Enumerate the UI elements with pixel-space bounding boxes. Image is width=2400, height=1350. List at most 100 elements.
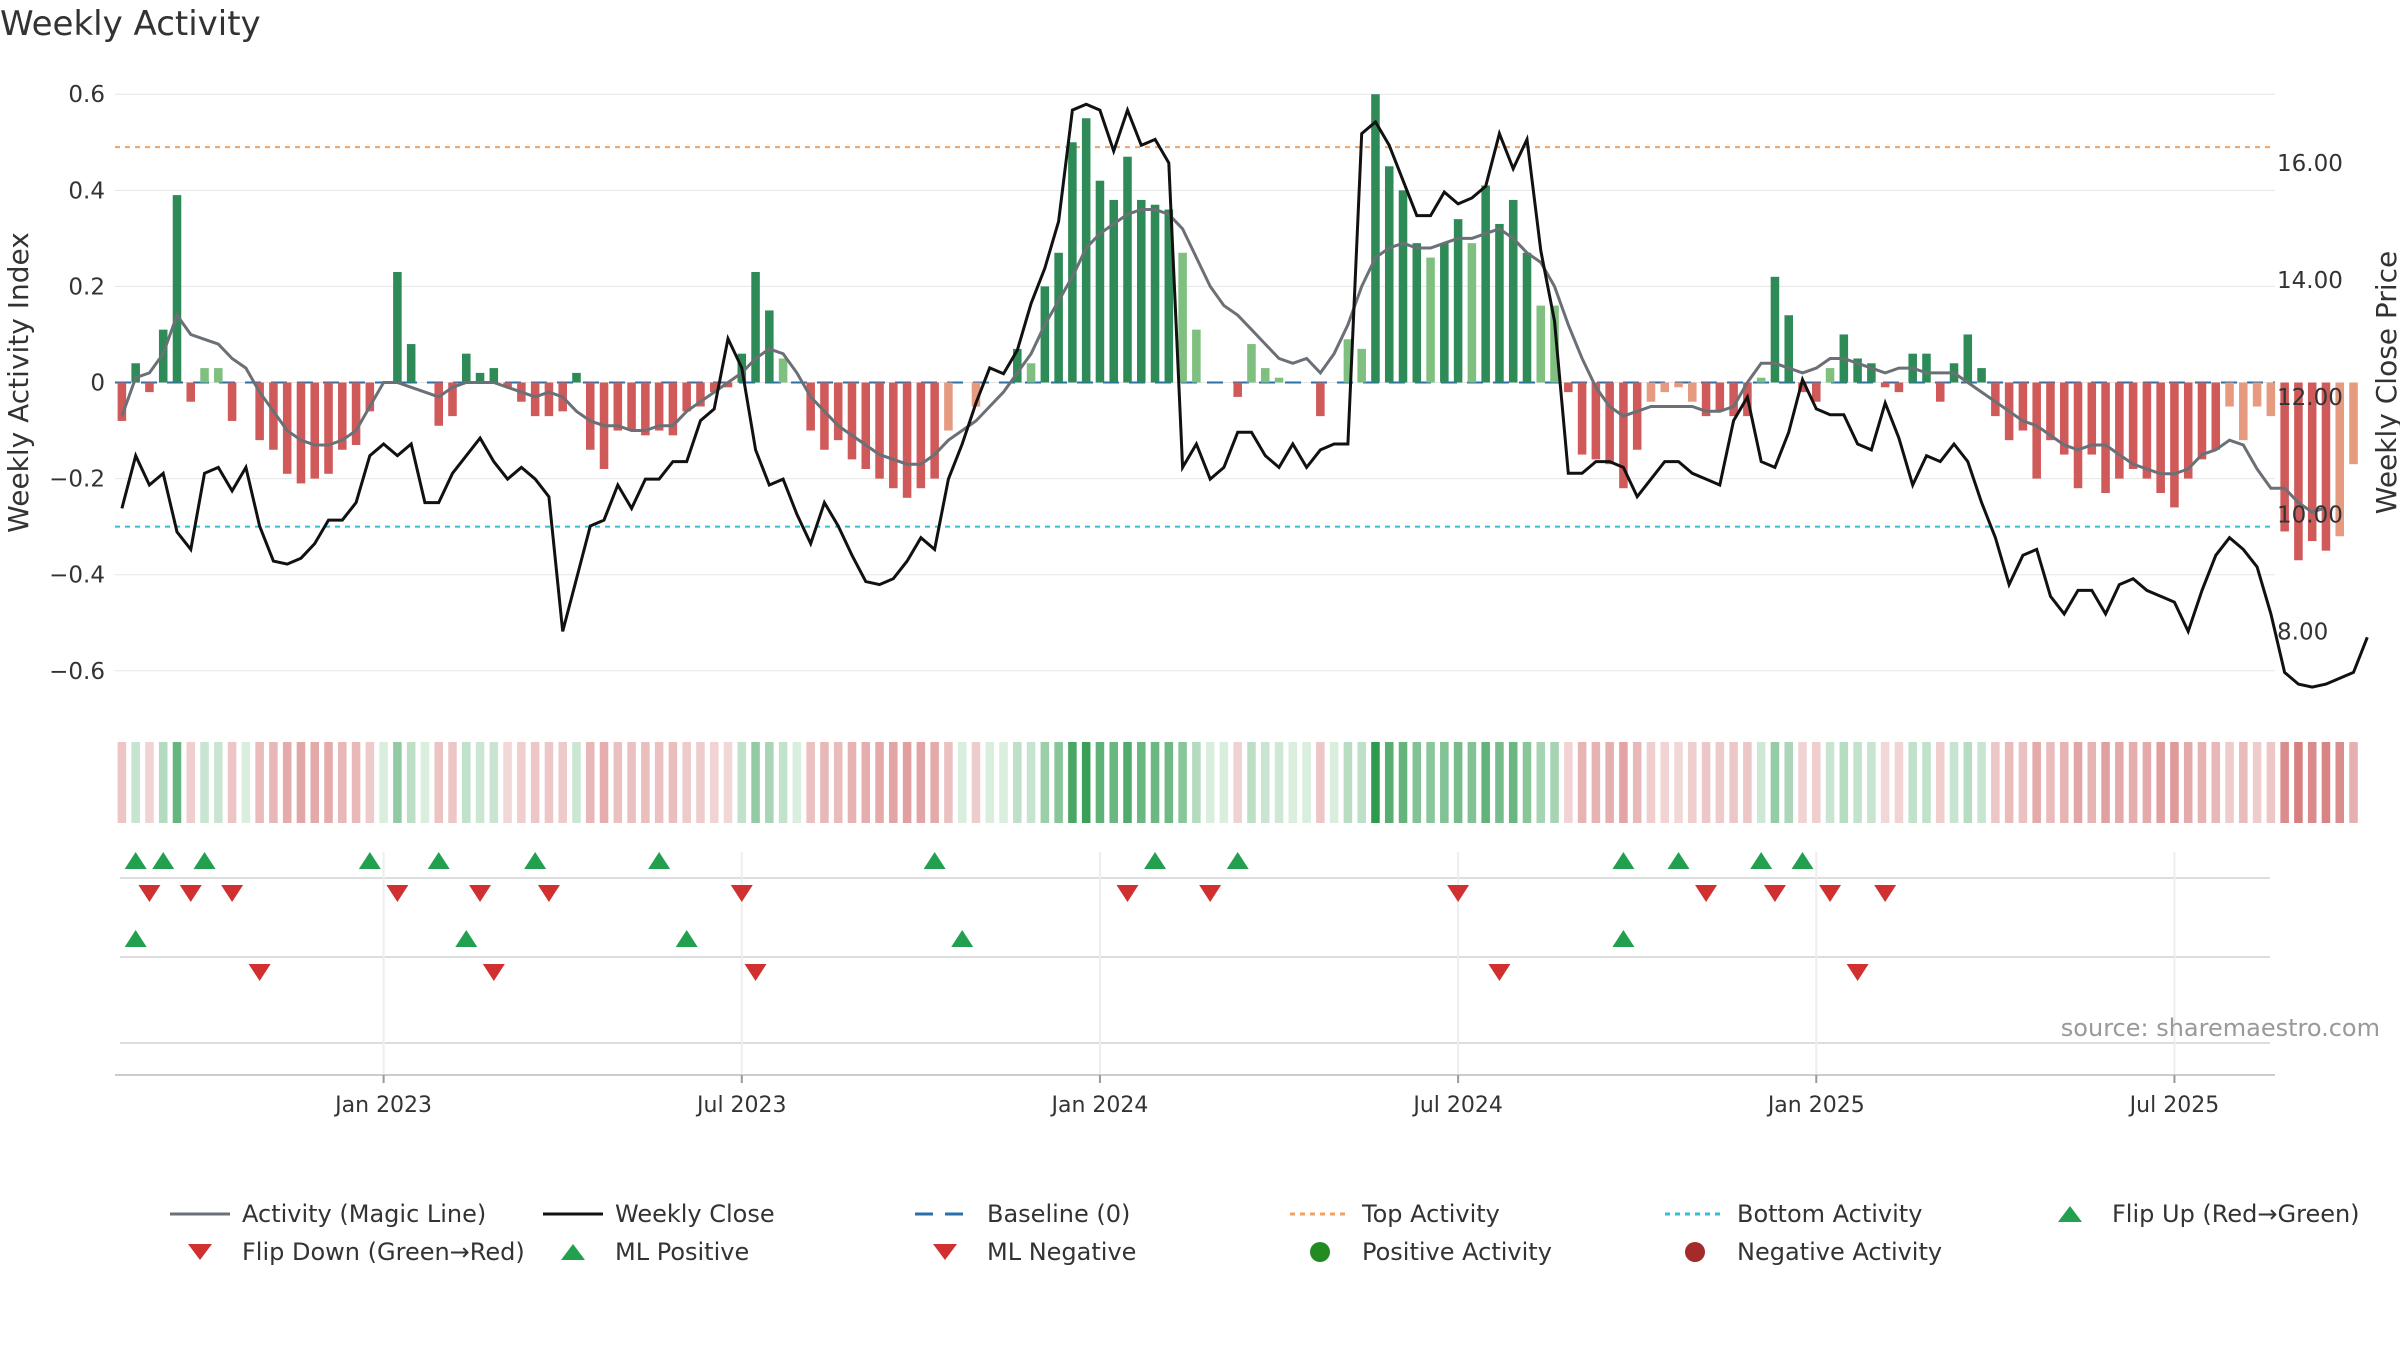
activity-bar (627, 382, 636, 431)
activity-bar (1095, 180, 1105, 383)
activity-bar (489, 368, 499, 383)
activity-bar (613, 382, 623, 431)
strip-cell (599, 742, 609, 823)
strip-cell (2032, 742, 2041, 823)
activity-bar (2252, 382, 2262, 407)
strip-cell (1219, 742, 1229, 823)
activity-bar (1426, 257, 1435, 383)
activity-bar (1412, 243, 1422, 383)
activity-bar (2239, 382, 2248, 441)
activity-bar (1123, 156, 1132, 383)
triangle-down-marker (179, 885, 202, 902)
strip-cell (1481, 742, 1490, 823)
strip-cell (1453, 742, 1463, 823)
heat-strip (117, 742, 2358, 823)
strip-cell (2335, 742, 2345, 823)
baseline-swatch-icon (915, 1212, 975, 1216)
y-tick-label: −0.4 (49, 563, 105, 589)
strip-cell (627, 742, 636, 823)
activity-bar (1150, 204, 1160, 383)
triangle-down-marker (248, 964, 271, 981)
legend-item-magic-line: Activity (Magic Line) (170, 1200, 486, 1228)
activity-bar (572, 372, 581, 383)
strip-cell (475, 742, 485, 823)
strip-cell (1715, 742, 1725, 823)
triangle-down-marker (744, 964, 767, 981)
strip-cell (558, 742, 567, 823)
activity-bar (1825, 368, 1835, 383)
strip-cell (1357, 742, 1366, 823)
strip-cell (1729, 742, 1738, 823)
activity-bar (1674, 382, 1683, 388)
strip-cell (1977, 742, 1986, 823)
activity-bar (186, 382, 196, 402)
strip-cell (1756, 742, 1766, 823)
activity-bar (709, 382, 719, 393)
triangle-down-marker (1488, 964, 1511, 981)
y-tick-label: 0.4 (68, 178, 105, 204)
y2-tick-label: 12.00 (2277, 385, 2343, 411)
strip-cell (1440, 742, 1449, 823)
strip-cell (1949, 742, 1959, 823)
strip-cell (682, 742, 691, 823)
legend-label: Flip Up (Red→Green) (2112, 1200, 2360, 1228)
activity-bar (1977, 368, 1986, 383)
activity-bar (1660, 382, 1670, 393)
triangle-down-marker (1763, 885, 1786, 902)
activity-bar (902, 382, 912, 498)
triangle-up-marker (1667, 852, 1690, 869)
activity-bar (214, 368, 223, 383)
strip-cell (1178, 742, 1187, 823)
activity-bar (2349, 382, 2358, 465)
x-tick-label: Jan 2025 (1766, 1093, 1865, 1118)
strip-cell (1192, 742, 1201, 823)
strip-cell (406, 742, 416, 823)
activity-bar (1522, 252, 1532, 383)
activity-bar (2294, 382, 2303, 561)
activity-bar (1770, 276, 1780, 383)
strip-cell (1550, 742, 1559, 823)
strip-cell (1743, 742, 1752, 823)
legend-item-baseline: Baseline (0) (915, 1200, 1130, 1228)
strip-cell (1343, 742, 1353, 823)
legend-item-ml-negative: ML Negative (915, 1238, 1136, 1266)
activity-bar (2197, 382, 2207, 460)
strip-cell (117, 742, 127, 823)
activity-bar (200, 368, 209, 383)
legend-label: ML Negative (987, 1238, 1137, 1266)
strip-cell (241, 742, 251, 823)
strip-cell (1068, 742, 1077, 823)
y2-axis-label: Weekly Close Price (2370, 251, 2400, 514)
activity-bar (2142, 382, 2152, 479)
strip-cell (1205, 742, 1215, 823)
strip-cell (2128, 742, 2138, 823)
activity-bar (1715, 382, 1725, 412)
strip-cell (227, 742, 237, 823)
activity-bar (875, 382, 884, 479)
strip-cell (1825, 742, 1835, 823)
strip-cell (2059, 742, 2069, 823)
activity-bar (310, 382, 320, 479)
activity-bar (1453, 219, 1463, 383)
activity-bar (1260, 368, 1270, 383)
strip-cell (2073, 742, 2083, 823)
strip-cell (654, 742, 664, 823)
strip-cell (2197, 742, 2207, 823)
strip-cell (1880, 742, 1890, 823)
triangle-down-marker (1199, 885, 1222, 902)
legend-item-flip-up: Flip Up (Red→Green) (2040, 1200, 2360, 1228)
triangle-down-marker (221, 885, 244, 902)
activity-bar (1646, 382, 1656, 402)
activity-bar (1357, 348, 1366, 383)
strip-cell (1646, 742, 1656, 823)
legend-item-ml-positive: ML Positive (543, 1238, 749, 1266)
strip-cell (1839, 742, 1849, 823)
x-tick-label: Jan 2024 (1049, 1093, 1148, 1118)
activity-bar (2156, 382, 2165, 494)
activity-bar (1550, 305, 1559, 383)
activity-bar (448, 382, 457, 417)
strip-cell (889, 742, 898, 823)
strip-cell (833, 742, 843, 823)
activity-bar (434, 382, 443, 426)
triangle-up-marker (152, 852, 175, 869)
